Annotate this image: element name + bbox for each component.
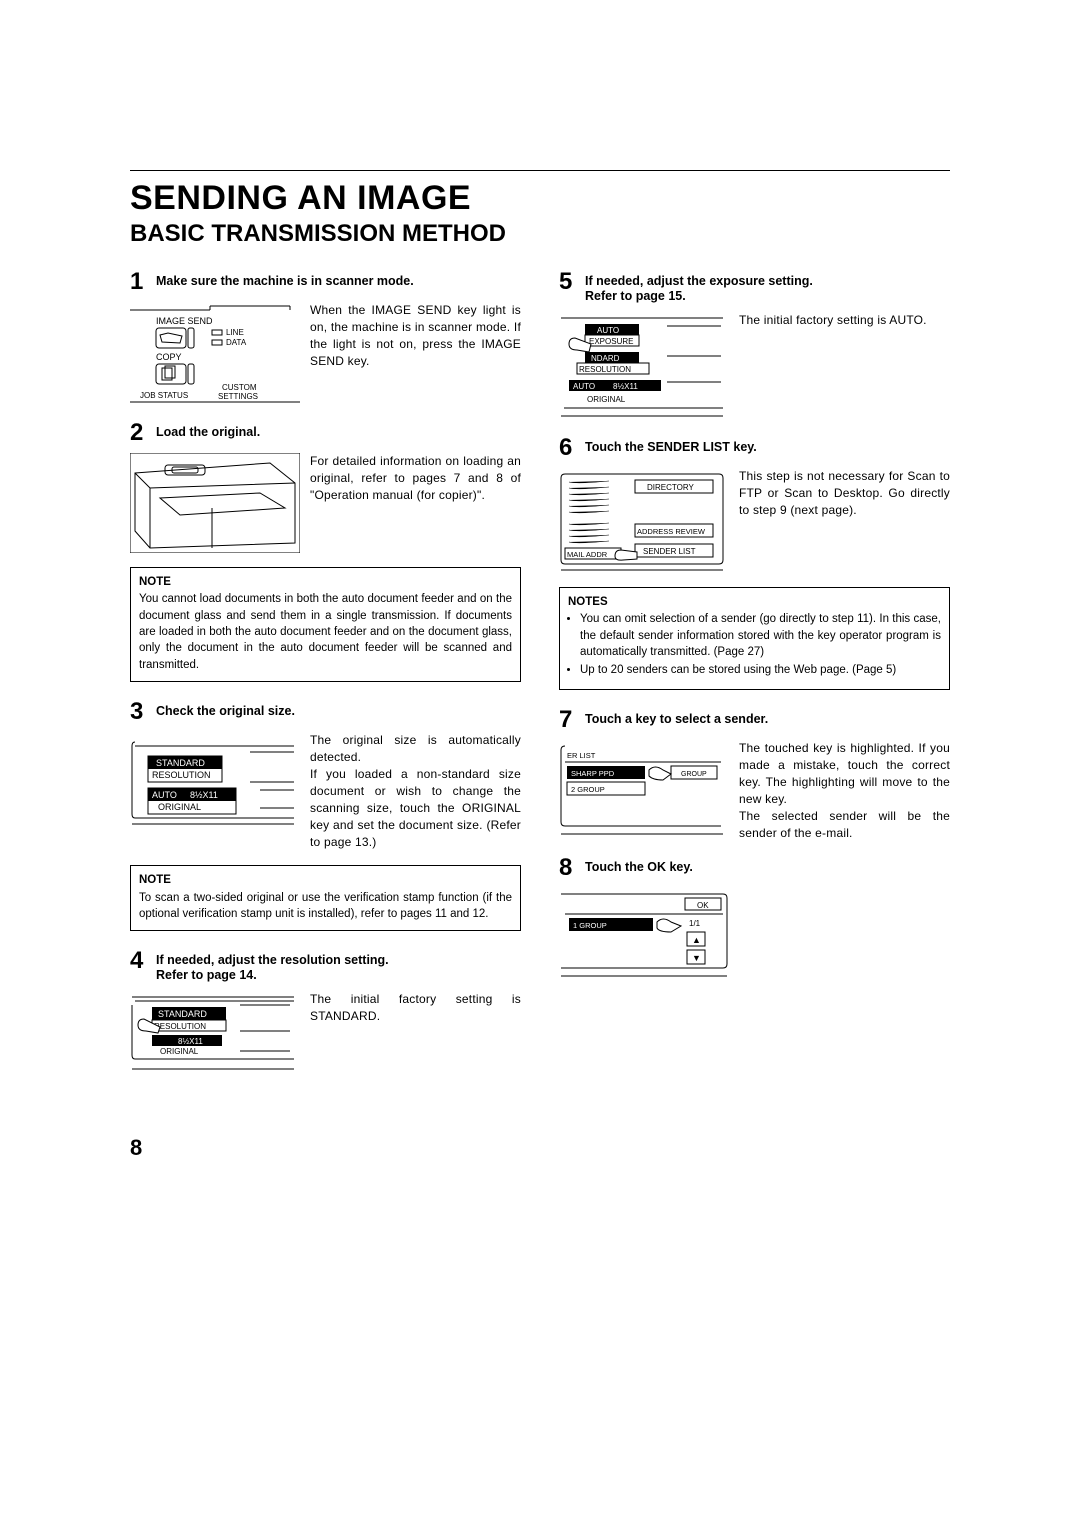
label: JOB STATUS	[140, 391, 188, 400]
page-subtitle: BASIC TRANSMISSION METHOD	[130, 220, 950, 248]
step-number: 7	[559, 708, 577, 732]
svg-text:8½X11: 8½X11	[613, 382, 638, 391]
svg-text:1/1: 1/1	[689, 919, 701, 928]
svg-text:AUTO: AUTO	[152, 790, 177, 800]
step-text: When the IMAGE SEND key light is on, the…	[310, 302, 521, 370]
svg-text:OK: OK	[697, 901, 709, 910]
svg-text:MAIL ADDR: MAIL ADDR	[567, 550, 608, 559]
step-heading: Load the original.	[156, 421, 260, 440]
svg-text:SHARP PPD: SHARP PPD	[571, 769, 615, 778]
ok-panel-illustration: OK 1 GROUP 1/1 ▲ ▼	[559, 888, 729, 978]
page-title: SENDING AN IMAGE	[130, 179, 950, 218]
svg-text:EXPOSURE: EXPOSURE	[589, 337, 633, 346]
step-heading: Touch the SENDER LIST key.	[585, 436, 757, 455]
step-text: This step is not necessary for Scan to F…	[739, 468, 950, 519]
step-heading: Make sure the machine is in scanner mode…	[156, 270, 414, 289]
svg-text:RESOLUTION: RESOLUTION	[579, 365, 631, 374]
svg-text:ORIGINAL: ORIGINAL	[587, 395, 626, 404]
step-text: The original size is automatically detec…	[310, 732, 521, 851]
note-box: NOTE You cannot load documents in both t…	[130, 567, 521, 682]
svg-text:AUTO: AUTO	[597, 326, 619, 335]
label: COPY	[156, 352, 182, 362]
label: CUSTOM	[222, 383, 257, 392]
manual-page: SENDING AN IMAGE BASIC TRANSMISSION METH…	[0, 0, 1080, 1221]
label: DATA	[226, 338, 247, 347]
sender-select-illustration: ER LIST SHARP PPD GROUP 2 GROUP	[559, 740, 729, 840]
step-text: The initial factory setting is STANDARD.	[310, 991, 521, 1025]
svg-text:▼: ▼	[692, 953, 701, 963]
rule	[130, 170, 950, 171]
svg-text:NDARD: NDARD	[591, 354, 620, 363]
step-heading: Touch a key to select a sender.	[585, 708, 768, 727]
svg-text:STANDARD: STANDARD	[156, 758, 205, 768]
svg-text:STANDARD: STANDARD	[158, 1009, 207, 1019]
step-heading: Check the original size.	[156, 700, 295, 719]
svg-text:GROUP: GROUP	[681, 771, 707, 778]
svg-text:ORIGINAL: ORIGINAL	[160, 1047, 199, 1056]
step-number: 6	[559, 436, 577, 460]
svg-text:ER LIST: ER LIST	[567, 751, 596, 760]
left-column: 1 Make sure the machine is in scanner mo…	[130, 270, 521, 1093]
right-column: 5 If needed, adjust the exposure setting…	[559, 270, 950, 1093]
svg-text:RESOLUTION: RESOLUTION	[152, 770, 211, 780]
step-number: 8	[559, 856, 577, 880]
step-number: 1	[130, 270, 148, 294]
notes-title: NOTES	[568, 594, 941, 610]
svg-text:ADDRESS REVIEW: ADDRESS REVIEW	[637, 527, 706, 536]
label: LINE	[226, 328, 244, 337]
note-text: You cannot load documents in both the au…	[139, 591, 512, 673]
step-text: For detailed information on loading an o…	[310, 453, 521, 504]
svg-text:▲: ▲	[692, 935, 701, 945]
note-title: NOTE	[139, 872, 512, 888]
svg-text:8½X11: 8½X11	[178, 1037, 203, 1046]
step-number: 5	[559, 270, 577, 294]
label: SETTINGS	[218, 392, 258, 401]
step-text: The initial factory setting is AUTO.	[739, 312, 927, 329]
step-number: 3	[130, 700, 148, 724]
resolution-panel-illustration: STANDARD RESOLUTION 8½X11 ORIGINAL	[130, 991, 300, 1079]
step-heading: If needed, adjust the resolution setting…	[156, 949, 389, 983]
svg-text:8½X11: 8½X11	[190, 790, 218, 800]
svg-text:2 GROUP: 2 GROUP	[571, 785, 605, 794]
note-text: To scan a two-sided original or use the …	[139, 890, 512, 923]
svg-text:ORIGINAL: ORIGINAL	[158, 802, 201, 812]
label: IMAGE SEND	[156, 316, 213, 326]
note-title: NOTE	[139, 574, 512, 590]
note-bullet: Up to 20 senders can be stored using the…	[580, 662, 941, 678]
page-number: 8	[130, 1135, 950, 1161]
loader-illustration	[130, 453, 300, 553]
step-number: 2	[130, 421, 148, 445]
exposure-panel-illustration: AUTO EXPOSURE NDARD RESOLUTION AUTO 8½X1…	[559, 312, 729, 422]
note-box: NOTE To scan a two-sided original or use…	[130, 865, 521, 931]
svg-text:AUTO: AUTO	[573, 382, 595, 391]
notes-box: NOTES You can omit selection of a sender…	[559, 587, 950, 690]
step-text: The touched key is highlighted. If you m…	[739, 740, 950, 842]
svg-text:RESOLUTION: RESOLUTION	[154, 1022, 206, 1031]
step-number: 4	[130, 949, 148, 973]
svg-text:1 GROUP: 1 GROUP	[573, 921, 607, 930]
original-panel-illustration: STANDARD RESOLUTION AUTO 8½X11 ORIGINAL	[130, 732, 300, 832]
step-heading: Touch the OK key.	[585, 856, 693, 875]
svg-text:SENDER LIST: SENDER LIST	[643, 547, 696, 556]
control-panel-illustration: IMAGE SEND LINE DATA COPY JO	[130, 302, 300, 407]
svg-text:DIRECTORY: DIRECTORY	[647, 483, 694, 492]
sender-list-illustration: DIRECTORY ADDRESS REVIEW SENDER LIST MAI…	[559, 468, 729, 573]
note-bullet: You can omit selection of a sender (go d…	[580, 611, 941, 660]
step-heading: If needed, adjust the exposure setting. …	[585, 270, 813, 304]
